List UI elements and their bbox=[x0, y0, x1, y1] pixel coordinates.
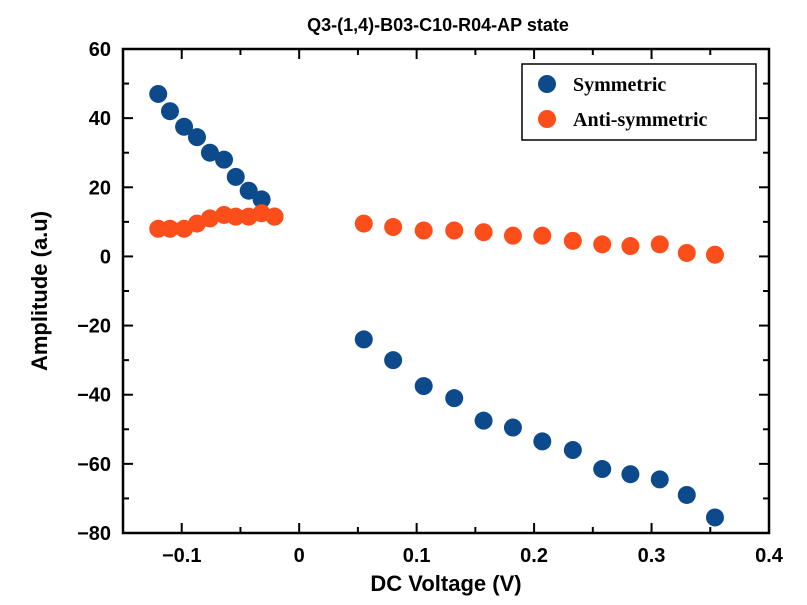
anti-symmetric-point bbox=[503, 226, 522, 245]
symmetric-point bbox=[160, 102, 179, 121]
x-tick-label: −0.1 bbox=[162, 545, 201, 567]
anti-symmetric-point bbox=[563, 231, 582, 250]
anti-symmetric-point bbox=[384, 218, 403, 237]
anti-symmetric-point bbox=[650, 235, 669, 254]
y-tick-label: 60 bbox=[89, 39, 111, 61]
symmetric-point bbox=[533, 432, 552, 451]
anti-symmetric-point bbox=[705, 245, 724, 264]
legend-label-symmetric: Symmetric bbox=[573, 74, 666, 96]
x-tick-label: 0.1 bbox=[403, 545, 431, 567]
symmetric-point bbox=[650, 470, 669, 489]
symmetric-point bbox=[474, 411, 493, 430]
symmetric-point bbox=[593, 460, 612, 479]
legend-box bbox=[521, 63, 757, 141]
anti-symmetric-point bbox=[354, 214, 373, 233]
symmetric-point bbox=[384, 351, 403, 370]
x-tick-label: 0.2 bbox=[520, 545, 548, 567]
y-tick-label: 20 bbox=[89, 177, 111, 199]
anti-symmetric-point bbox=[265, 207, 284, 226]
symmetric-point bbox=[187, 128, 206, 147]
anti-symmetric-point bbox=[200, 209, 219, 228]
y-axis-label: Amplitude (a.u) bbox=[27, 211, 52, 371]
anti-symmetric-point bbox=[677, 243, 696, 262]
plot-frame bbox=[121, 47, 771, 535]
x-axis-label: DC Voltage (V) bbox=[370, 571, 521, 596]
anti-symmetric-point bbox=[414, 221, 433, 240]
symmetric-point bbox=[354, 330, 373, 349]
y-tick-label: 0 bbox=[100, 246, 111, 268]
anti-symmetric-point bbox=[445, 221, 464, 240]
anti-symmetric-point bbox=[593, 235, 612, 254]
symmetric-point bbox=[705, 508, 724, 527]
chart-title: Q3-(1,4)-B03-C10-R04-AP state bbox=[307, 15, 569, 35]
symmetric-point bbox=[252, 190, 271, 209]
x-tick-label: 0 bbox=[294, 545, 305, 567]
symmetric-point bbox=[215, 150, 234, 169]
symmetric-point bbox=[445, 389, 464, 408]
legend-marker-anti-symmetric bbox=[538, 110, 556, 128]
tick-labels: −0.1 0 0.1 0.2 0.3 0.4 −80 −60 −40 −20 0 20 40 60 bbox=[77, 39, 784, 567]
anti-symmetric-point bbox=[621, 237, 640, 256]
symmetric-point bbox=[239, 181, 258, 200]
legend-label-anti-symmetric: Anti-symmetric bbox=[573, 109, 708, 131]
y-tick-label: −60 bbox=[77, 454, 111, 476]
symmetric-point bbox=[677, 485, 696, 504]
anti-symmetric-point bbox=[160, 219, 179, 238]
symmetric-point bbox=[563, 441, 582, 460]
data-points bbox=[149, 84, 724, 527]
x-tick-label: 0.4 bbox=[755, 545, 784, 567]
symmetric-point bbox=[503, 418, 522, 437]
x-tick-label: 0.3 bbox=[638, 545, 666, 567]
symmetric-point bbox=[200, 143, 219, 162]
symmetric-point bbox=[175, 117, 194, 136]
legend: Symmetric Anti-symmetric bbox=[521, 63, 757, 141]
y-tick-label: 40 bbox=[89, 108, 111, 130]
symmetric-point bbox=[226, 167, 245, 186]
symmetric-point bbox=[621, 465, 640, 484]
symmetric-point bbox=[414, 377, 433, 396]
anti-symmetric-point bbox=[226, 207, 245, 226]
y-tick-label: −40 bbox=[77, 385, 111, 407]
legend-marker-symmetric bbox=[538, 75, 556, 93]
y-tick-label: −20 bbox=[77, 316, 111, 338]
anti-symmetric-point bbox=[533, 226, 552, 245]
anti-symmetric-point bbox=[474, 223, 493, 242]
y-tick-label: −80 bbox=[77, 523, 111, 545]
symmetric-point bbox=[149, 84, 168, 103]
